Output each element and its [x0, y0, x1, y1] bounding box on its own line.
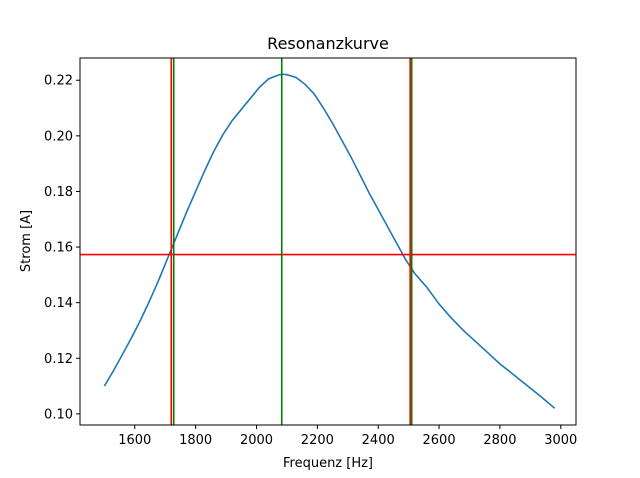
y-axis-label: Strom [A] [19, 210, 34, 272]
x-tick-label-7: 3000 [544, 433, 577, 448]
plot-area: 1600 1800 2000 2200 2400 2600 2800 3000 0.10 0.12… [44, 57, 577, 448]
chart-title: Resonanzkurve [267, 34, 389, 53]
x-tick-label-4: 2400 [362, 433, 395, 448]
x-tick-label-1: 1800 [179, 433, 212, 448]
x-tick-label-3: 2200 [301, 433, 334, 448]
y-tick-label-6: 0.22 [44, 74, 73, 89]
axes-frame [79, 57, 577, 426]
y-tick-label-3: 0.16 [44, 241, 73, 256]
x-tick-label-6: 2800 [483, 433, 516, 448]
x-tick-label-5: 2600 [423, 433, 456, 448]
y-tick-label-2: 0.14 [44, 296, 73, 311]
x-tick-label-2: 2000 [240, 433, 273, 448]
y-tick-label-5: 0.20 [44, 129, 73, 144]
x-tick-label-0: 1600 [118, 433, 151, 448]
y-tick-label-4: 0.18 [44, 185, 73, 200]
series-line-0 [103, 73, 556, 409]
x-axis-label: Frequenz [Hz] [283, 456, 373, 471]
y-tick-label-0: 0.10 [44, 407, 73, 422]
y-tick-label-1: 0.12 [44, 352, 73, 367]
